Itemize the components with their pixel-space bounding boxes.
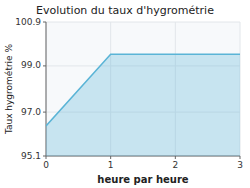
y-tick-label: 100.9: [15, 17, 41, 27]
axes: 95.1 97.0 99.0 100.9 0 1 2 3: [15, 17, 243, 171]
area-fill: [46, 54, 240, 156]
area-line: [46, 54, 240, 126]
y-tick-label: 99.0: [21, 60, 41, 70]
data-group: [46, 54, 240, 156]
chart-title: Evolution du taux d'hygrométrie: [36, 4, 214, 17]
x-tick-label: 1: [108, 160, 114, 170]
chart-container: 95.1 97.0 99.0 100.9 0 1 2 3 Evolution du taux d…: [0, 0, 250, 188]
x-tick-label: 2: [172, 160, 178, 170]
grid-line-y: [46, 22, 240, 23]
x-tick-label: 3: [237, 160, 243, 170]
chart-svg: 95.1 97.0 99.0 100.9 0 1 2 3 Evolution du taux d…: [0, 0, 250, 188]
y-axis-label: Taux hygrométrie %: [4, 43, 14, 135]
y-tick-label: 95.1: [21, 151, 41, 161]
x-tick-label: 0: [43, 160, 49, 170]
y-tick-label: 97.0: [21, 107, 41, 117]
x-axis-label: heure par heure: [97, 174, 188, 185]
plot-background: [46, 22, 240, 156]
grid: [46, 22, 240, 156]
